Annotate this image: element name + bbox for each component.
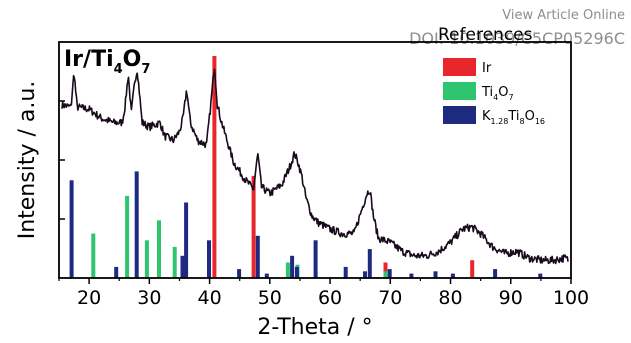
legend-swatch-k1-28ti8o16 [443,106,476,124]
reference-bar-ti4o7-7 [383,271,388,278]
reference-bar-k1-28ti8o16-1 [114,266,119,278]
reference-bar-k1-28ti8o16-15 [387,269,392,278]
reference-bar-k1-28ti8o16-8 [264,273,269,278]
reference-bar-k1-28ti8o16-5 [207,240,211,278]
legend-title: References [438,25,533,45]
reference-bar-k1-28ti8o16-16 [409,273,414,278]
reference-bar-k1-28ti8o16-10 [294,266,299,278]
reference-bar-k1-28ti8o16-14 [367,249,372,278]
reference-bar-ti4o7-5 [285,262,290,278]
reference-bar-k1-28ti8o16-4 [184,202,189,278]
legend-label-k1-28ti8o16: K1.28​Ti8​O16​ [482,109,545,126]
x-tick-label-50: 50 [258,287,282,309]
reference-bar-ti4o7-3 [157,220,161,278]
reference-bar-ti4o7-4 [172,246,177,278]
reference-bar-k1-28ti8o16-6 [237,269,242,278]
x-tick-label-30: 30 [137,287,161,309]
y-axis-title: Intensity / a.u. [15,81,40,240]
reference-bar-k1-28ti8o16-2 [134,171,139,278]
reference-bar-ti4o7-2 [144,240,149,278]
x-tick-label-60: 60 [318,287,342,309]
reference-bar-k1-28ti8o16-7 [255,235,260,278]
reference-bar-k1-28ti8o16-12 [343,266,348,278]
x-axis-title: 2-Theta / ° [257,315,372,340]
reference-bar-ti4o7-1 [125,195,130,278]
legend-label-ir: Ir [482,61,492,76]
x-tick-label-70: 70 [378,287,402,309]
reference-bar-ir-2 [383,262,388,278]
reference-bar-k1-28ti8o16-17 [433,271,438,278]
legend-label-ti4o7: Ti4​O7​ [481,85,514,102]
reference-bar-k1-28ti8o16-18 [450,273,455,278]
legend-swatch-ti4o7 [443,82,476,100]
reference-bar-k1-28ti8o16-0 [69,180,74,278]
x-tick-label-80: 80 [438,287,462,309]
x-tick-label-90: 90 [499,287,523,309]
reference-bar-ti4o7-0 [91,233,96,278]
reference-bar-k1-28ti8o16-9 [290,255,295,278]
chart-title: Ir/Ti4​O7​ [64,47,150,77]
x-tick-label-20: 20 [77,287,101,309]
watermark-view-article-online: View Article Online [502,8,625,23]
reference-bar-ir-3 [470,260,475,278]
reference-bar-k1-28ti8o16-11 [313,240,318,278]
xrd-pattern-line [61,68,569,265]
reference-bar-k1-28ti8o16-13 [363,271,367,278]
reference-bar-k1-28ti8o16-19 [493,269,498,278]
reference-bar-ir-1 [251,175,256,278]
reference-bar-k1-28ti8o16-20 [538,273,543,278]
x-tick-label-100: 100 [553,287,589,309]
reference-bar-ir-0 [212,56,217,278]
x-tick-label-40: 40 [197,287,221,309]
reference-bar-k1-28ti8o16-3 [180,255,185,278]
legend-swatch-ir [443,58,476,76]
